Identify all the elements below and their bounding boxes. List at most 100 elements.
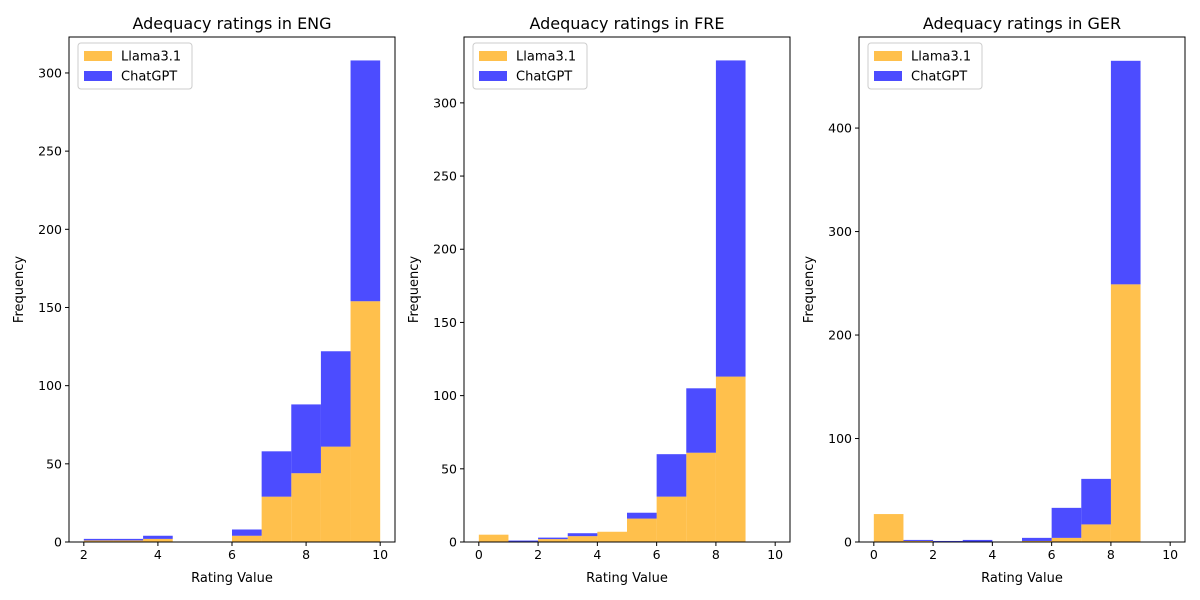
bar-llama-bin-5 xyxy=(232,535,262,542)
bar-chatgpt-bin-7 xyxy=(686,388,716,453)
bar-llama-bin-8 xyxy=(1110,284,1141,542)
y-axis-label: Frequency xyxy=(407,256,422,323)
x-tick-label: 8 xyxy=(302,547,310,562)
bar-llama-bin-8 xyxy=(320,446,351,542)
bar-llama-bin-6 xyxy=(261,496,292,542)
x-tick-label: 4 xyxy=(154,547,162,562)
legend-swatch-llama xyxy=(84,51,112,61)
axes-frame xyxy=(463,36,791,543)
bar-llama-bin-7 xyxy=(291,473,321,542)
bar-llama-bin-8 xyxy=(715,376,746,542)
bar-chatgpt-bin-2 xyxy=(143,535,173,539)
y-tick-label: 300 xyxy=(828,224,852,239)
bar-chatgpt-bin-5 xyxy=(627,512,657,519)
y-axis-label: Frequency xyxy=(12,256,27,323)
y-tick-label: 300 xyxy=(38,65,62,80)
y-tick-label: 300 xyxy=(433,95,457,110)
x-tick-label: 6 xyxy=(228,547,236,562)
legend-label-llama: Llama3.1 xyxy=(911,50,971,65)
x-axis-label: Rating Value xyxy=(981,571,1063,586)
y-tick-label: 0 xyxy=(449,535,457,550)
chart-title: Adequacy ratings in ENG xyxy=(132,14,331,33)
bar-chatgpt-bin-3 xyxy=(567,533,598,537)
bar-llama-bin-0 xyxy=(83,540,114,542)
chart-title: Adequacy ratings in FRE xyxy=(529,14,724,33)
x-tick-label: 2 xyxy=(534,547,542,562)
bar-chatgpt-bin-8 xyxy=(320,351,351,447)
legend-swatch-llama xyxy=(479,51,507,61)
y-tick-label: 100 xyxy=(38,378,62,393)
bar-chatgpt-bin-0 xyxy=(83,538,114,541)
y-tick-label: 100 xyxy=(828,431,852,446)
axes-frame xyxy=(858,36,1186,543)
x-tick-label: 4 xyxy=(988,547,996,562)
bar-llama-bin-0 xyxy=(873,514,904,542)
bar-llama-bin-5 xyxy=(627,518,657,542)
bar-chatgpt-bin-9 xyxy=(350,60,381,302)
x-tick-label: 8 xyxy=(712,547,720,562)
bar-chatgpt-bin-5 xyxy=(232,529,262,536)
x-tick-label: 2 xyxy=(80,547,88,562)
bar-chatgpt-bin-1 xyxy=(508,540,539,542)
bar-chatgpt-bin-1 xyxy=(903,539,934,541)
y-tick-label: 150 xyxy=(38,300,62,315)
y-tick-label: 250 xyxy=(38,144,62,159)
legend-label-chatgpt: ChatGPT xyxy=(121,70,177,85)
y-tick-label: 0 xyxy=(54,535,62,550)
bar-llama-bin-6 xyxy=(1051,537,1082,542)
x-axis-label: Rating Value xyxy=(191,571,273,586)
bar-chatgpt-bin-1 xyxy=(113,538,144,541)
y-tick-label: 250 xyxy=(433,169,457,184)
y-tick-label: 150 xyxy=(433,315,457,330)
chart-title: Adequacy ratings in GER xyxy=(923,14,1121,33)
bar-llama-bin-1 xyxy=(113,540,144,542)
bar-chatgpt-bin-2 xyxy=(538,537,568,540)
legend-swatch-chatgpt xyxy=(84,71,112,81)
bar-llama-bin-2 xyxy=(538,539,568,542)
y-tick-label: 50 xyxy=(46,456,62,471)
bar-llama-bin-4 xyxy=(597,531,627,542)
legend-label-chatgpt: ChatGPT xyxy=(516,70,572,85)
bar-chatgpt-bin-5 xyxy=(1022,537,1052,541)
x-tick-label: 10 xyxy=(767,547,783,562)
y-tick-label: 200 xyxy=(38,222,62,237)
bar-chatgpt-bin-7 xyxy=(291,404,321,474)
y-tick-label: 200 xyxy=(433,242,457,257)
bar-chatgpt-bin-8 xyxy=(1110,60,1141,285)
x-tick-label: 6 xyxy=(653,547,661,562)
bar-chatgpt-bin-8 xyxy=(715,60,746,377)
x-tick-label: 10 xyxy=(372,547,388,562)
legend-swatch-llama xyxy=(874,51,902,61)
y-axis-label: Frequency xyxy=(802,256,817,323)
y-tick-label: 0 xyxy=(844,535,852,550)
x-tick-label: 6 xyxy=(1048,547,1056,562)
x-tick-label: 4 xyxy=(593,547,601,562)
bar-llama-bin-1 xyxy=(903,540,934,542)
bar-chatgpt-bin-2 xyxy=(933,540,963,542)
y-tick-label: 400 xyxy=(828,121,852,136)
bar-chatgpt-bin-6 xyxy=(261,451,292,497)
bar-chatgpt-bin-6 xyxy=(1051,507,1082,538)
legend-swatch-chatgpt xyxy=(479,71,507,81)
bar-llama-bin-9 xyxy=(350,301,381,542)
bar-chatgpt-bin-6 xyxy=(656,454,687,497)
y-tick-label: 100 xyxy=(433,388,457,403)
bar-llama-bin-0 xyxy=(478,534,509,542)
x-tick-label: 8 xyxy=(1107,547,1115,562)
x-tick-label: 0 xyxy=(870,547,878,562)
x-tick-label: 10 xyxy=(1162,547,1178,562)
x-axis-label: Rating Value xyxy=(586,571,668,586)
bar-chatgpt-bin-3 xyxy=(962,539,993,542)
legend-label-llama: Llama3.1 xyxy=(121,50,181,65)
bar-llama-bin-2 xyxy=(143,538,173,542)
bar-llama-bin-7 xyxy=(686,452,716,542)
bar-llama-bin-6 xyxy=(656,496,687,542)
legend-swatch-chatgpt xyxy=(874,71,902,81)
x-tick-label: 2 xyxy=(929,547,937,562)
bar-llama-bin-3 xyxy=(567,536,598,542)
y-tick-label: 200 xyxy=(828,328,852,343)
